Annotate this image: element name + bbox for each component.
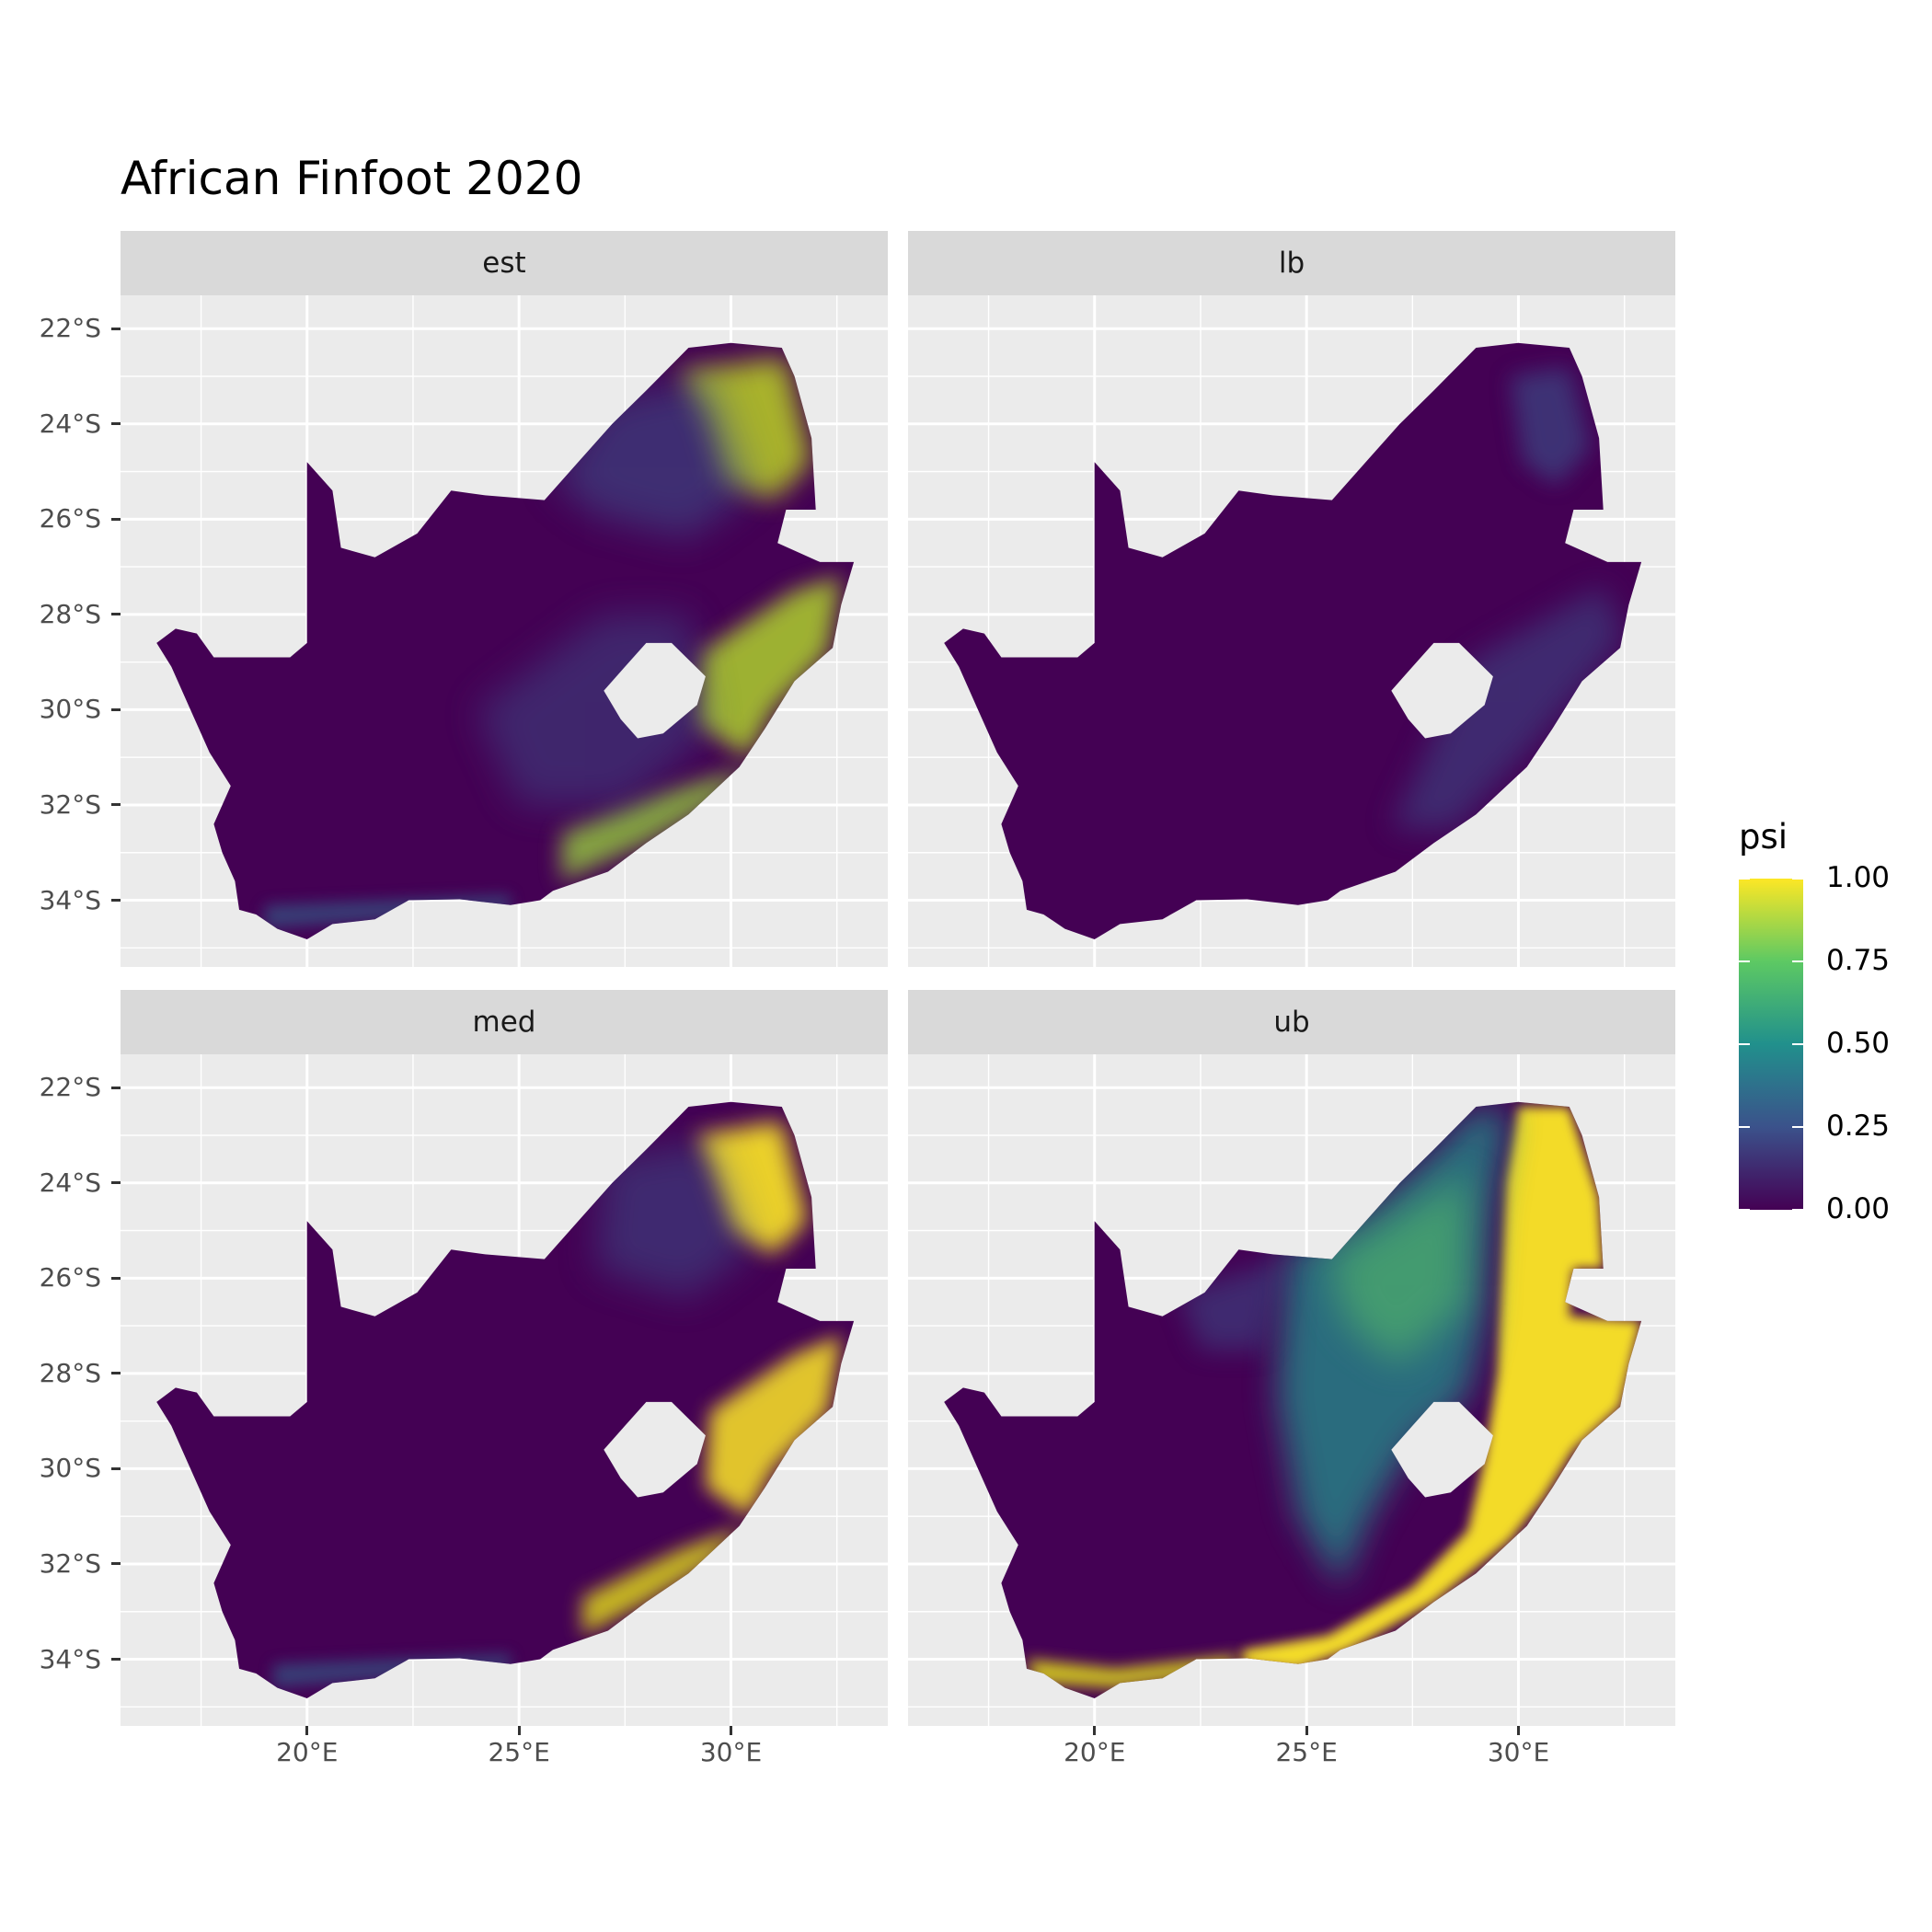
- y-tick-label: 28°S: [39, 1357, 101, 1388]
- y-tick-mark: [111, 707, 121, 711]
- x-tick-label: 30°E: [1487, 1737, 1550, 1767]
- x-tick-label: 30°E: [699, 1737, 763, 1767]
- occupancy-region: [1510, 366, 1591, 487]
- x-tick-mark: [305, 1726, 309, 1735]
- lesotho-shape: [1391, 1401, 1493, 1498]
- occupancy-region: [1243, 1107, 1642, 1669]
- x-tick-label: 20°E: [276, 1737, 339, 1767]
- occupancy-region: [561, 766, 748, 881]
- y-tick-label: 34°S: [39, 884, 101, 915]
- y-tick-mark: [111, 1276, 121, 1280]
- occupancy-region: [696, 576, 842, 758]
- y-tick-mark: [111, 1372, 121, 1375]
- legend-tick: [1739, 1209, 1803, 1211]
- y-tick-label: 24°S: [39, 1167, 101, 1198]
- map-med: [121, 1054, 888, 1726]
- panel-strip-ub: ub: [908, 990, 1675, 1054]
- y-tick-mark: [111, 422, 121, 426]
- x-tick-mark: [730, 1726, 732, 1735]
- legend-title: psi: [1739, 817, 1788, 857]
- y-tick-label: 22°S: [39, 1072, 101, 1103]
- y-tick-label: 24°S: [39, 408, 101, 439]
- panel-strip-lb: lb: [908, 231, 1675, 295]
- x-tick-label: 25°E: [1275, 1737, 1338, 1767]
- y-tick-label: 22°S: [39, 313, 101, 344]
- panel-plot-ub: [908, 1054, 1675, 1726]
- y-tick-label: 32°S: [39, 1547, 101, 1579]
- legend-label: 0.50: [1826, 1027, 1891, 1060]
- y-tick-mark: [111, 517, 121, 521]
- lesotho-shape: [604, 642, 706, 739]
- y-tick-mark: [111, 1562, 121, 1566]
- panel-plot-med: [121, 1054, 888, 1726]
- legend-tick: [1739, 1126, 1803, 1128]
- y-tick-mark: [111, 1466, 121, 1470]
- legend-tick: [1739, 960, 1803, 962]
- occupancy-region: [582, 1525, 744, 1636]
- y-tick-label: 28°S: [39, 598, 101, 629]
- map-est: [121, 295, 888, 967]
- y-tick-mark: [111, 1658, 121, 1662]
- legend-label: 0.75: [1826, 944, 1891, 977]
- x-tick-label: 20°E: [1064, 1737, 1126, 1767]
- panel-med: med: [121, 990, 888, 1726]
- y-tick-mark: [111, 613, 121, 616]
- panel-est: est: [121, 231, 888, 967]
- occupancy-layer: [1391, 366, 1625, 829]
- occupancy-region: [705, 1335, 842, 1517]
- y-tick-label: 34°S: [39, 1643, 101, 1674]
- y-tick-mark: [111, 803, 121, 807]
- plot-title: African Finfoot 2020: [121, 152, 583, 205]
- y-tick-label: 26°S: [39, 1262, 101, 1294]
- panel-plot-lb: [908, 295, 1675, 967]
- legend-label: 1.00: [1826, 861, 1891, 894]
- occupancy-region: [595, 1140, 753, 1297]
- x-tick-label: 25°E: [488, 1737, 550, 1767]
- legend-label: 0.25: [1826, 1110, 1891, 1143]
- panel-lb: lb: [908, 231, 1675, 967]
- occupancy-region: [696, 1121, 808, 1255]
- map-ub: [908, 1054, 1675, 1726]
- x-tick-mark: [1517, 1726, 1520, 1735]
- y-tick-label: 26°S: [39, 503, 101, 535]
- panel-ub: ub: [908, 990, 1675, 1726]
- map-lb: [908, 295, 1675, 967]
- occupancy-region: [1391, 585, 1625, 829]
- x-tick-mark: [1093, 1726, 1097, 1735]
- y-tick-mark: [111, 327, 121, 330]
- y-tick-mark: [111, 1181, 121, 1185]
- occupancy-region: [1179, 1259, 1286, 1350]
- y-tick-mark: [111, 899, 121, 903]
- lesotho-shape: [1391, 642, 1493, 739]
- occupancy-region: [1328, 1173, 1468, 1364]
- legend-label: 0.00: [1826, 1192, 1891, 1225]
- y-tick-label: 32°S: [39, 788, 101, 820]
- panel-strip-med: med: [121, 990, 888, 1054]
- y-tick-label: 30°S: [39, 1453, 101, 1484]
- legend-tick: [1739, 878, 1803, 880]
- panel-plot-est: [121, 295, 888, 967]
- y-tick-label: 30°S: [39, 694, 101, 725]
- panel-strip-est: est: [121, 231, 888, 295]
- occupancy-region: [1027, 1654, 1243, 1688]
- lesotho-shape: [604, 1401, 706, 1498]
- legend-tick: [1739, 1043, 1803, 1045]
- x-tick-mark: [1305, 1726, 1308, 1735]
- x-tick-mark: [517, 1726, 521, 1735]
- y-tick-mark: [111, 1086, 121, 1089]
